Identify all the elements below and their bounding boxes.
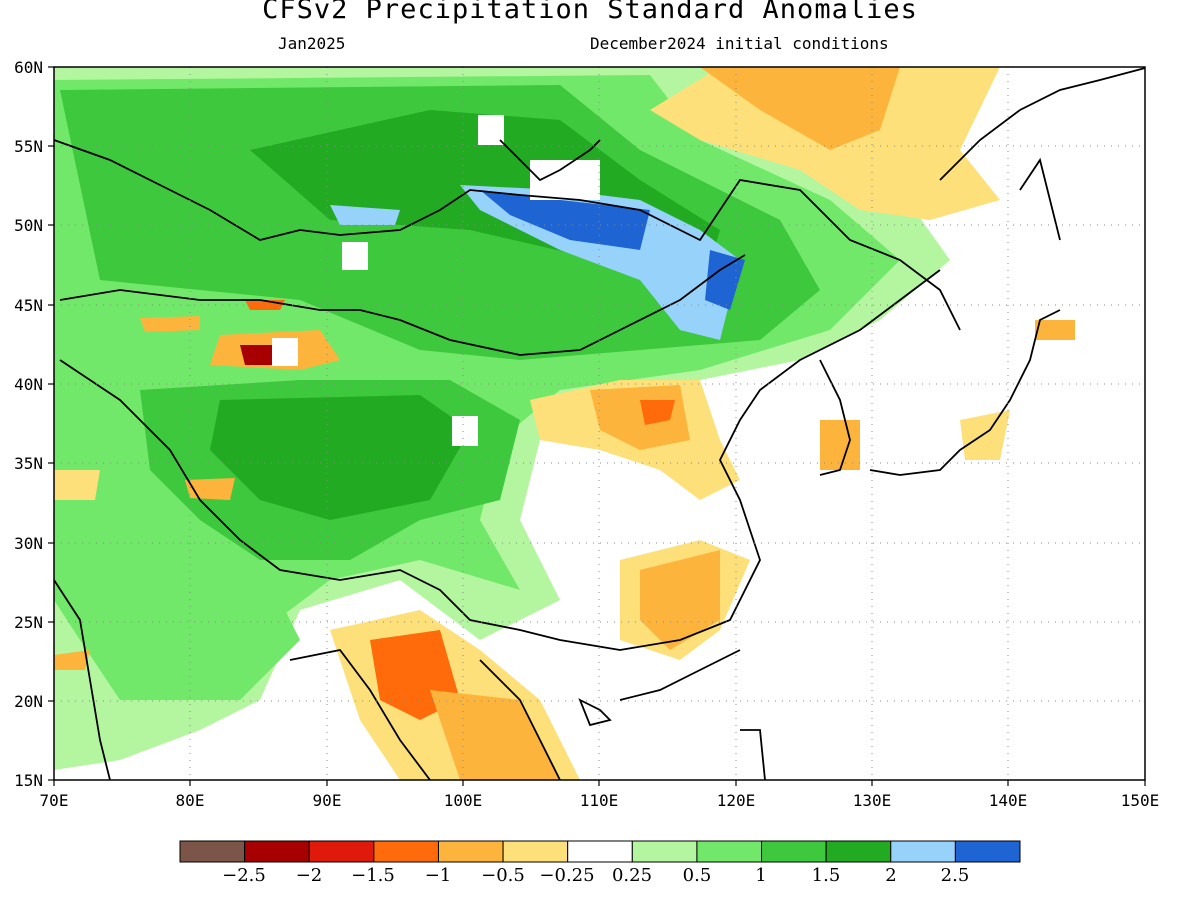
y-tick-label: 50N [14, 216, 43, 235]
x-tick-label: 80E [176, 791, 205, 810]
y-tick-label: 25N [14, 613, 43, 632]
colorbar-swatch [179, 840, 246, 863]
x-tick-label: 110E [580, 791, 619, 810]
x-tick-label: 140E [989, 791, 1028, 810]
colorbar-swatch [502, 840, 569, 863]
y-tick-label: 35N [14, 454, 43, 473]
colorbar-swatch [696, 840, 763, 863]
colorbar-swatch [954, 840, 1021, 863]
colorbar-swatch [631, 840, 698, 863]
colorbar-swatch [244, 840, 310, 863]
colorbar-label: −2.5 [222, 865, 266, 886]
x-tick-label: 120E [717, 791, 756, 810]
y-tick-label: 55N [14, 137, 43, 156]
x-tick-label: 150E [1121, 791, 1160, 810]
colorbar-label: 1.5 [812, 865, 841, 886]
colorbar-swatch [308, 840, 375, 863]
x-tick-label: 100E [444, 791, 483, 810]
colorbar-swatch [437, 840, 504, 863]
colorbar-swatch [825, 840, 892, 863]
colorbar-label: −2 [296, 865, 323, 886]
x-tick-label: 70E [40, 791, 69, 810]
colorbar-label: −1.5 [351, 865, 395, 886]
y-tick-label: 45N [14, 296, 43, 315]
y-tick-label: 20N [14, 692, 43, 711]
colorbar-label: 2 [885, 865, 896, 886]
colorbar-label: −0.5 [481, 865, 525, 886]
colorbar-swatch [761, 840, 827, 863]
init-conditions-label: December2024 initial conditions [590, 34, 889, 53]
colorbar-label: −1 [425, 865, 452, 886]
colorbar-swatch [373, 840, 439, 863]
colorbar-labels: −2.5 −2 −1.5 −1 −0.5 −0.25 0.25 0.5 1 1.… [222, 865, 969, 886]
x-tick-label: 130E [853, 791, 892, 810]
colorbar-label: 2.5 [941, 865, 970, 886]
colorbar-label: 1 [755, 865, 766, 886]
y-tick-label: 15N [14, 771, 43, 790]
colorbar-label: 0.25 [612, 865, 652, 886]
valid-month-label: Jan2025 [278, 34, 346, 53]
y-tick-label: 30N [14, 534, 43, 553]
map-title: CFSv2 Precipitation Standard Anomalies [262, 0, 918, 25]
colorbar-label: −0.25 [539, 865, 594, 886]
x-tick-label: 90E [313, 791, 342, 810]
anomaly-field [54, 67, 1145, 780]
colorbar-swatch [567, 840, 633, 863]
y-tick-label: 60N [14, 58, 43, 77]
coastlines-borders [54, 67, 1145, 780]
y-tick-label: 40N [14, 375, 43, 394]
colorbar-swatch [890, 840, 956, 863]
colorbar-label: 0.5 [683, 865, 712, 886]
colorbar [179, 840, 1021, 863]
